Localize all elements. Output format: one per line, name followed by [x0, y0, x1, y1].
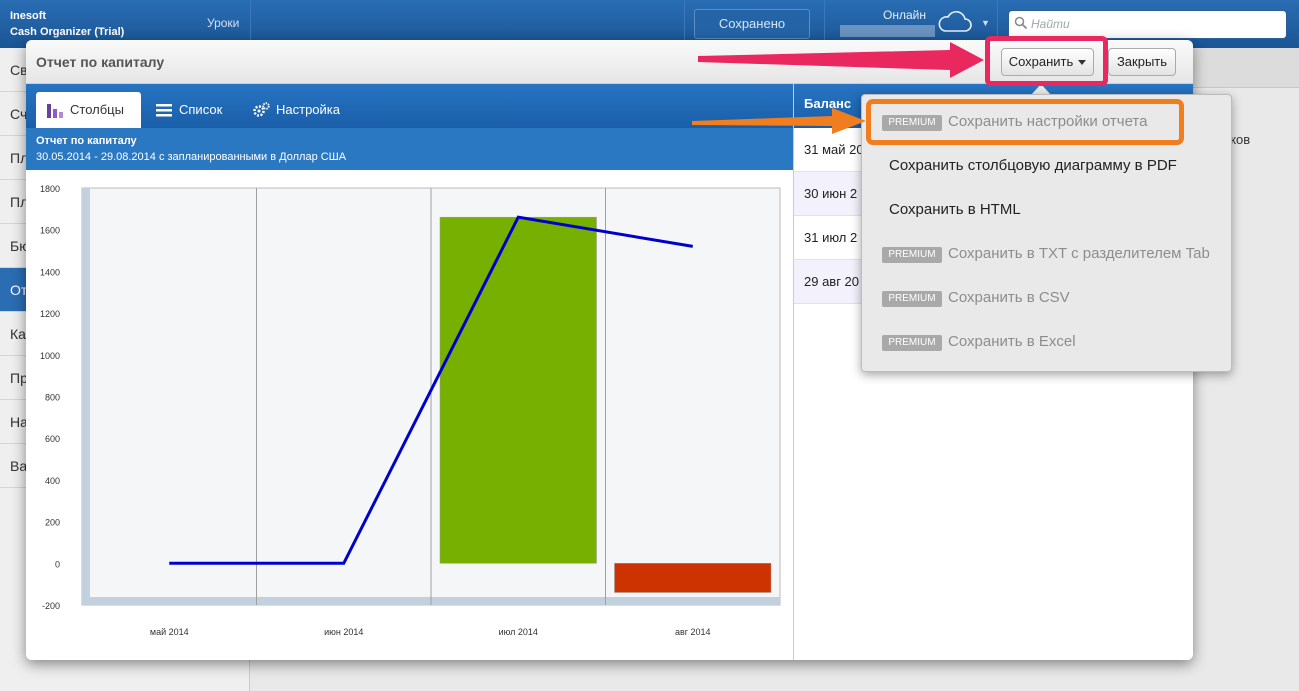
menu-pointer — [1031, 84, 1051, 95]
chart-pane: Столбцы Список Настройка Отчет по капита… — [26, 84, 793, 660]
tab-columns[interactable]: Столбцы — [36, 92, 141, 128]
x-tick-label: июл 2014 — [499, 627, 538, 637]
y-tick-label: 1600 — [40, 226, 60, 236]
bar — [439, 216, 597, 564]
menu-item-save-html[interactable]: Сохранить в HTML — [889, 201, 1021, 218]
y-tick-label: 1400 — [40, 267, 60, 277]
dialog-title: Отчет по капиталу — [36, 54, 165, 70]
menu-item-save-csv[interactable]: PREMIUM Сохранить в CSV — [862, 276, 1233, 320]
premium-badge: PREMIUM — [882, 335, 942, 351]
report-title: Отчет по капиталу — [36, 135, 137, 147]
x-tick-label: авг 2014 — [675, 627, 711, 637]
y-tick-label: 1800 — [40, 184, 60, 194]
menu-item-label: Сохранить в Excel — [948, 333, 1076, 350]
premium-badge: PREMIUM — [882, 115, 942, 131]
y-tick-label: 200 — [45, 518, 60, 528]
x-tick-label: июн 2014 — [324, 627, 363, 637]
series-line — [169, 215, 693, 565]
gears-icon — [253, 102, 270, 117]
y-tick-label: 0 — [55, 559, 60, 569]
list-icon — [156, 104, 172, 117]
premium-badge: PREMIUM — [882, 247, 942, 263]
menu-item-save-report-settings[interactable]: PREMIUM Сохранить настройки отчета — [862, 100, 1233, 144]
report-header: Отчет по капиталу 30.05.2014 - 29.08.201… — [26, 128, 793, 170]
menu-item-label: Сохранить в CSV — [948, 289, 1070, 306]
lessons-link[interactable]: Уроки — [207, 16, 240, 30]
cloud-icon[interactable] — [937, 10, 973, 34]
menu-item-label: Сохранить в TXT с разделителем Tab — [948, 245, 1210, 262]
account-name-redacted — [840, 25, 935, 37]
bar — [614, 563, 772, 593]
menu-item-save-pdf[interactable]: Сохранить столбцовую диаграмму в PDF — [889, 157, 1177, 174]
bar-chart-icon — [47, 104, 63, 118]
divider — [824, 0, 825, 48]
search-icon — [1014, 16, 1028, 30]
view-tabs: Столбцы Список Настройка — [26, 84, 793, 128]
close-button[interactable]: Закрыть — [1108, 48, 1176, 76]
save-button[interactable]: Сохранить — [1001, 48, 1094, 76]
brand-product: Cash Organizer (Trial) — [10, 26, 125, 38]
y-tick-label: 1000 — [40, 351, 60, 361]
tab-label: Настройка — [276, 102, 340, 117]
brand-name: Inesoft — [10, 10, 47, 22]
report-subtitle: 30.05.2014 - 29.08.2014 с запланированны… — [36, 151, 347, 163]
report-dialog: Отчет по капиталу Сохранить Закрыть Стол… — [26, 40, 1193, 660]
caret-down-icon — [1078, 60, 1087, 66]
search-input[interactable]: Найти — [1008, 10, 1287, 39]
online-status: Онлайн — [883, 8, 926, 22]
tab-list[interactable]: Список — [145, 92, 245, 128]
y-tick-label: 600 — [45, 434, 60, 444]
capital-bar-chart: 1800 1600 1400 1200 1000 800 600 400 200 0 -200 май… — [40, 184, 781, 637]
x-tick-label: май 2014 — [150, 627, 189, 637]
dialog-header: Отчет по капиталу Сохранить Закрыть — [26, 40, 1193, 84]
highlight-save-settings — [866, 99, 1184, 145]
premium-badge: PREMIUM — [882, 291, 942, 307]
y-tick-label: 400 — [45, 476, 60, 486]
saved-status-button[interactable]: Сохранено — [694, 9, 810, 39]
divider — [997, 0, 998, 48]
save-button-label: Сохранить — [1008, 54, 1074, 69]
menu-item-save-excel[interactable]: PREMIUM Сохранить в Excel — [862, 320, 1233, 364]
y-axis-strip — [82, 188, 90, 605]
y-tick-label: 800 — [45, 393, 60, 403]
menu-item-label: Сохранить настройки отчета — [948, 113, 1148, 130]
tab-label: Список — [179, 102, 223, 117]
highlight-save-button — [985, 36, 1108, 86]
divider — [684, 0, 685, 48]
chart-area: 1800 1600 1400 1200 1000 800 600 400 200 0 -200 май… — [26, 170, 793, 660]
tab-label: Столбцы — [70, 102, 124, 117]
tab-settings[interactable]: Настройка — [242, 92, 362, 128]
divider — [250, 0, 251, 48]
menu-item-save-txt[interactable]: PREMIUM Сохранить в TXT с разделителем T… — [862, 232, 1233, 276]
y-tick-label: 1200 — [40, 309, 60, 319]
y-tick-label: -200 — [42, 601, 60, 611]
chevron-down-icon[interactable]: ▼ — [981, 18, 990, 28]
app-brand: Inesoft Cash Organizer (Trial) — [10, 8, 124, 40]
